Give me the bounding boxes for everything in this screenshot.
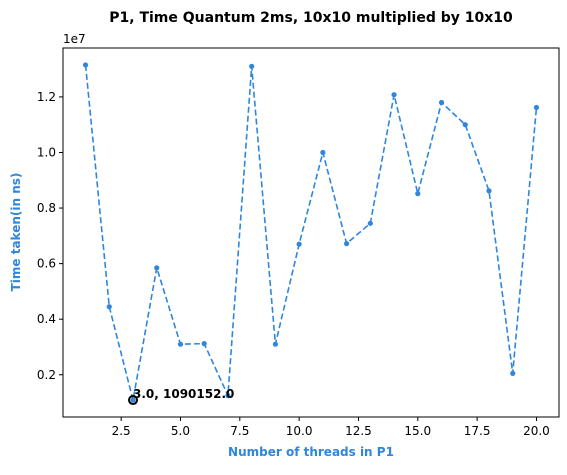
data-point — [367, 220, 373, 226]
data-point — [486, 188, 492, 194]
series-points — [82, 62, 540, 403]
y-tick-label: 0.8 — [37, 201, 56, 215]
data-point — [533, 104, 540, 111]
y-axis-offset-label: 1e7 — [63, 32, 86, 46]
y-axis-ticks: 0.2 0.4 0.6 0.8 1.0 1.2 — [37, 90, 63, 382]
data-point — [391, 92, 397, 98]
data-point — [154, 265, 160, 271]
y-axis-label: Time taken(in ns) — [9, 173, 23, 292]
data-point — [106, 304, 112, 310]
chart-title: P1, Time Quantum 2ms, 10x10 multiplied b… — [109, 10, 513, 26]
x-tick-label: 12.5 — [345, 424, 372, 438]
data-point — [415, 190, 421, 197]
y-tick-label: 1.0 — [37, 145, 56, 159]
x-tick-label: 15.0 — [404, 424, 431, 438]
data-point — [82, 62, 89, 68]
x-tick-label: 17.5 — [464, 424, 491, 438]
data-point — [249, 63, 255, 69]
data-point — [130, 397, 136, 403]
series-line — [84, 64, 538, 401]
plot-area-frame — [62, 47, 560, 418]
x-tick-label: 5.0 — [171, 424, 190, 438]
y-tick-label: 0.4 — [37, 312, 56, 326]
data-point — [177, 341, 184, 347]
x-tick-label: 10.0 — [286, 424, 313, 438]
data-point — [225, 393, 231, 399]
data-point — [296, 241, 302, 247]
data-point — [438, 99, 445, 106]
x-axis-label: Number of threads in P1 — [228, 445, 394, 459]
x-tick-label: 20.0 — [523, 424, 550, 438]
y-tick-label: 0.6 — [37, 257, 56, 271]
point-annotation: 3.0, 1090152.0 — [133, 387, 234, 401]
x-tick-label: 7.5 — [230, 424, 249, 438]
highlighted-point — [128, 395, 139, 406]
data-point — [201, 341, 207, 347]
x-tick-label: 2.5 — [112, 424, 131, 438]
data-point — [343, 241, 350, 247]
data-point — [272, 341, 279, 347]
y-tick-label: 1.2 — [37, 90, 56, 104]
x-axis-ticks: 2.5 5.0 7.5 10.0 12.5 15.0 17.5 20.0 — [112, 417, 550, 438]
data-point — [462, 122, 468, 128]
y-tick-label: 0.2 — [37, 368, 56, 382]
data-point — [510, 370, 516, 376]
data-point — [320, 149, 326, 156]
